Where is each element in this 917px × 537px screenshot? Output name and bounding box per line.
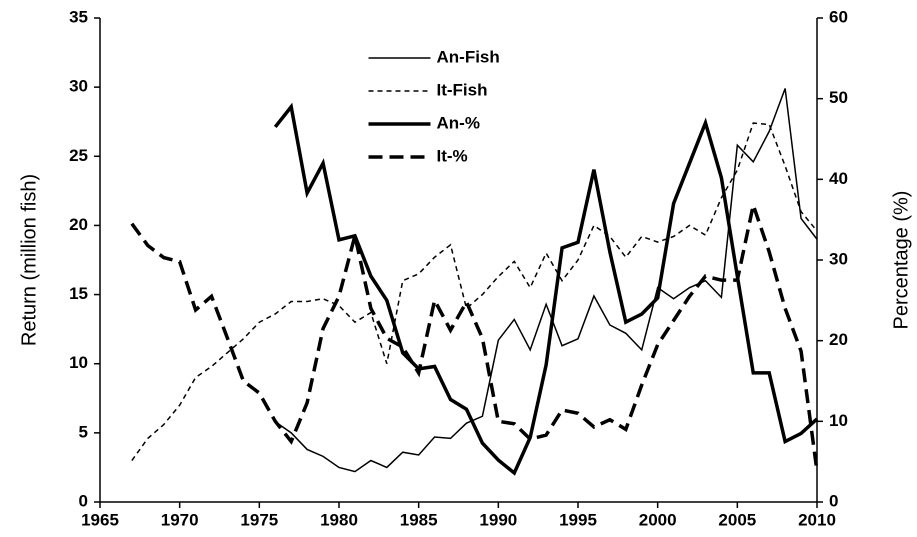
x-tick-label: 1995	[559, 510, 597, 529]
y-tick-label: 10	[69, 353, 88, 372]
legend-label: It-%	[437, 146, 468, 165]
y2-tick-label: 20	[829, 330, 848, 349]
y2-tick-label: 0	[829, 491, 838, 510]
x-tick-label: 1965	[81, 510, 119, 529]
y-tick-label: 5	[79, 422, 88, 441]
x-tick-label: 2010	[798, 510, 836, 529]
x-tick-label: 1985	[400, 510, 438, 529]
y-tick-label: 20	[69, 215, 88, 234]
series-line	[131, 122, 818, 461]
y2-tick-label: 30	[829, 249, 848, 268]
series-line	[273, 102, 819, 476]
legend-label: An-Fish	[437, 47, 500, 66]
y-tick-label: 35	[69, 7, 88, 26]
y-tick-label: 15	[69, 284, 88, 303]
y-tick-label: 0	[79, 491, 88, 510]
x-tick-label: 2005	[718, 510, 756, 529]
legend-label: It-Fish	[437, 80, 488, 99]
y2-tick-label: 40	[829, 169, 848, 188]
x-tick-label: 1970	[161, 510, 199, 529]
y2-tick-label: 50	[829, 88, 848, 107]
series-line	[130, 198, 819, 472]
series-line	[274, 88, 818, 473]
y-tick-label: 25	[69, 146, 88, 165]
y2-axis-label: Percentage (%)	[890, 191, 912, 330]
legend-label: An-%	[437, 113, 480, 132]
x-tick-label: 1980	[320, 510, 358, 529]
x-tick-label: 1975	[240, 510, 278, 529]
y-axis-label: Return (million fish)	[18, 174, 40, 346]
x-tick-label: 1990	[479, 510, 517, 529]
y-tick-label: 30	[69, 77, 88, 96]
y2-tick-label: 60	[829, 7, 848, 26]
y2-tick-label: 10	[829, 411, 848, 430]
x-tick-label: 2000	[639, 510, 677, 529]
